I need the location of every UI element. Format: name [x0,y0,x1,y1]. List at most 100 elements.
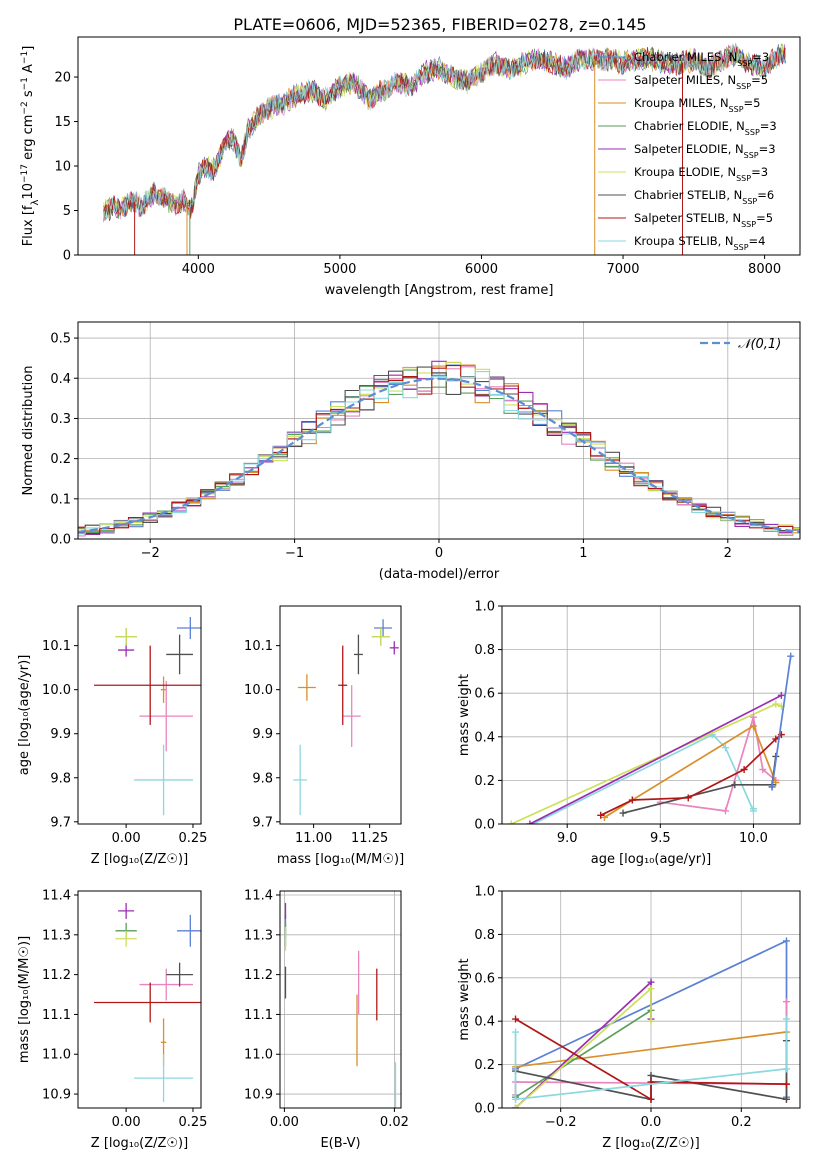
x-axis-label: mass [log₁₀(M/M☉)] [277,852,404,867]
y-tick-label: 11.2 [244,968,273,983]
y-tick-label: 0.8 [474,928,495,943]
x-tick-label: 0.00 [112,831,141,846]
legend-label-2: Salpeter MILES, NSSP=5 [634,73,768,91]
legend-label-tail: =3 [759,142,776,156]
weight-marker-8 [628,796,636,804]
y-axis-label: age [log₁₀(age/yr)] [17,655,32,776]
weight-marker-8 [512,1015,520,1023]
weight-marker-7 [782,1095,790,1103]
errorbar-group [293,619,399,816]
y-axis-label-part: ] [21,46,36,51]
weight-line-2 [660,716,777,812]
weight-marker-8 [782,1080,790,1088]
y-tick-label: 0.6 [474,971,495,986]
normal-reference-curve [78,377,800,534]
x-tick-label: −1 [285,546,304,561]
spectrum-series-group [103,42,786,255]
y-tick-label: 10.9 [244,1088,273,1103]
weight-marker-9 [512,1028,520,1036]
y-tick-label: 11.0 [244,1048,273,1063]
y-axis-label-part: s [21,90,36,101]
y-tick-label: 10.0 [42,683,71,698]
x-tick-label: 1 [579,546,587,561]
y-axis-label: mass [log₁₀(M/M☉)] [17,936,32,1063]
weight-marker-9 [508,831,515,838]
y-tick-label: 0.5 [50,332,71,347]
x-tick-label: 8000 [748,262,781,277]
x-tick-label: 9.0 [557,831,578,846]
legend-label-1: Chabrier MILES, NSSP=3 [634,50,769,68]
y-tick-label: 9.7 [50,815,71,830]
y-tick-label: 0 [63,249,71,264]
weight-marker-9 [512,1095,520,1103]
legend-label-sub: SSP [745,128,760,137]
y-tick-label: 9.8 [50,771,71,786]
y-tick-label: 10 [54,160,71,175]
y-tick-label: 9.9 [252,727,273,742]
legend-label-main: Chabrier STELIB, N [634,188,742,202]
legend-label-tail: =6 [757,188,774,202]
legend-label-normal: 𝒩(0,1) [738,337,781,352]
x-tick-label: 0 [435,546,443,561]
legend-label-main: Kroupa MILES, N [634,96,729,110]
weight-vs-Z-chart: −0.2 0.0 0.2 0.0 0.2 0.4 0.6 0.8 1.0 Z [log₁₀(Z/Z… [457,885,801,1151]
y-tick-label: 0.2 [474,774,495,789]
y-axis-label: mass weight [457,958,472,1040]
legend-label-3: Kroupa MILES, NSSP=5 [634,96,760,114]
legend-label-sub: SSP [736,82,751,91]
legend-label-tail: =5 [756,211,773,225]
y-tick-label: 9.7 [252,815,273,830]
weight-marker-6 [507,820,515,824]
age-vs-mass-chart: 11.00 11.25 9.7 9.8 9.9 10.0 10.1 mass [log₁₀(M… [244,605,404,867]
x-tick-label: 11.00 [295,831,332,846]
weight-marker-9 [749,805,757,813]
weight-line-4 [515,1009,652,1098]
weight-marker-9 [782,1065,790,1073]
x-tick-label: 9.5 [650,831,671,846]
y-tick-label: 0.0 [474,1102,495,1117]
y-axis-label-part: −1 [20,77,30,90]
residuals-legend: 𝒩(0,1) [700,337,781,352]
y-tick-label: 10.9 [42,1088,71,1103]
weight-marker-7 [731,781,739,789]
legend-label-sub: SSP [744,151,759,160]
x-tick-label: 0.00 [270,1115,299,1130]
weight-line-8 [515,1018,787,1101]
x-tick-label: 4000 [182,262,215,277]
legend-label-main: Kroupa ELODIE, N [634,165,736,179]
y-axis-label-part: 10 [21,183,36,200]
legend-label-sub: SSP [729,105,744,114]
y-tick-label: 0.8 [474,643,495,658]
legend-label-main: Chabrier MILES, N [634,50,737,64]
histogram-series-7 [78,366,800,534]
legend-label-sub: SSP [736,174,751,183]
weight-marker-7 [647,1071,655,1079]
weight-line-9 [514,1019,788,1101]
spectrum-line-9 [103,44,786,220]
y-axis-label: mass weight [457,674,472,756]
weight-marker-5 [647,978,655,986]
axes-frame [77,605,202,825]
y-axis-label: Normed distribution [21,366,36,496]
legend-label-tail: =4 [749,234,766,248]
weight-marker-5 [777,691,785,699]
x-axis-label: Z [log₁₀(Z/Z☉)] [602,1136,699,1151]
y-tick-label: 0.4 [474,730,495,745]
y-tick-label: 9.9 [50,727,71,742]
weight-vs-age-chart: 9.0 9.5 10.0 0.0 0.2 0.4 0.6 0.8 1.0 age [log₁₀(a… [457,600,801,867]
x-axis-label: age [log₁₀(age/yr)] [591,852,712,867]
weight-marker-3 [749,722,757,730]
weight-line-1 [771,655,792,788]
weight-marker-6 [647,985,655,993]
weight-marker-1 [782,937,790,945]
y-tick-label: 0.3 [50,412,71,427]
errorbar-group [94,617,201,816]
legend-label-4: Chabrier ELODIE, NSSP=3 [634,119,777,137]
legend-label-9: Kroupa STELIB, NSSP=4 [634,234,765,252]
y-tick-label: 10.1 [244,639,273,654]
mass-vs-Z-chart: 0.00 0.25 10.9 11.0 11.1 11.2 11.3 11.4 Z [log₁₀… [17,888,207,1151]
x-tick-label: 0.25 [179,1115,208,1130]
weight-marker-1 [787,652,795,660]
y-axis-label-part: Flux [f [21,205,36,246]
